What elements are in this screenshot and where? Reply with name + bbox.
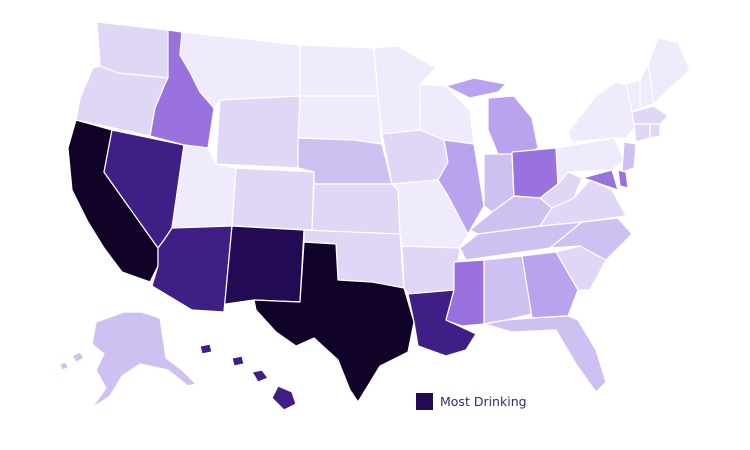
state-FL[interactable]	[483, 315, 607, 393]
state-CO[interactable]	[231, 167, 315, 231]
state-DE[interactable]	[617, 169, 629, 189]
state-SC[interactable]	[555, 245, 607, 291]
state-AR[interactable]	[401, 245, 461, 295]
map-legend: Most Drinking	[416, 393, 527, 410]
state-RI[interactable]	[649, 123, 661, 139]
state-HI[interactable]	[199, 343, 297, 411]
state-AK-aleutians[interactable]	[59, 351, 85, 371]
state-SD[interactable]	[297, 95, 383, 145]
state-WY[interactable]	[215, 95, 301, 169]
state-MA[interactable]	[631, 105, 669, 125]
state-MI[interactable]	[487, 95, 539, 157]
legend-swatch	[416, 393, 433, 410]
state-NM[interactable]	[223, 225, 305, 313]
legend-label: Most Drinking	[440, 394, 527, 409]
state-ND[interactable]	[299, 44, 379, 97]
state-KS[interactable]	[311, 183, 401, 235]
state-TX[interactable]	[253, 241, 415, 403]
state-GA[interactable]	[521, 251, 579, 319]
state-IL[interactable]	[437, 139, 485, 235]
state-ME[interactable]	[647, 37, 691, 105]
state-CT[interactable]	[633, 123, 651, 143]
state-AK[interactable]	[91, 311, 197, 409]
state-MD[interactable]	[581, 169, 619, 191]
state-NJ[interactable]	[621, 141, 637, 173]
state-AL[interactable]	[483, 255, 533, 325]
state-MI-upper[interactable]	[445, 77, 507, 99]
